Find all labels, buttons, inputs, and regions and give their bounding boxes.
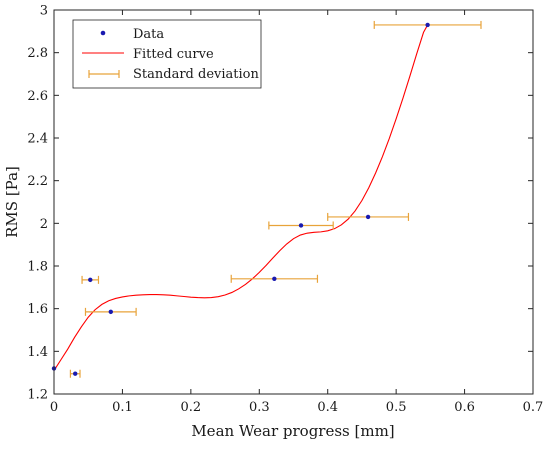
x-axis-title: Mean Wear progress [mm] [191,422,394,440]
y-tick-label: 3 [40,4,48,19]
legend: Data Fitted curve Standard deviation [72,19,262,89]
legend-std-label: Standard deviation [133,67,259,82]
x-tick-label: 0.2 [181,400,202,415]
x-tick-label: 0 [50,400,58,415]
x-axis-ticks: 0 0.1 0.2 0.3 0.4 0.5 0.6 0.7 [50,10,543,415]
data-point [73,371,78,376]
x-tick-label: 0.5 [386,400,407,415]
y-tick-label: 2.6 [27,89,48,104]
y-tick-label: 2 [40,217,48,232]
data-point [272,276,277,281]
fitted-curve-layer [53,24,429,371]
y-tick-label: 1.8 [27,260,48,275]
y-axis-ticks: 1.2 1.4 1.6 1.8 2 2.2 2.4 2.6 2.8 3 [27,4,533,403]
legend-data-label: Data [133,27,164,42]
data-point [298,223,304,228]
x-tick-label: 0.6 [454,400,475,415]
y-tick-label: 2.8 [27,46,48,61]
fitted-curve-line [53,24,429,371]
data-point [365,214,371,220]
y-tick-label: 1.6 [27,302,48,317]
legend-curve-label: Fitted curve [133,47,214,62]
data-points-layer [51,22,430,376]
legend-std-swatch [88,70,120,78]
x-tick-label: 0.7 [523,400,544,415]
plot-area-frame [53,9,534,395]
x-tick-label: 0.3 [249,400,270,415]
data-point [88,277,93,283]
y-tick-label: 2.4 [27,132,48,147]
x-tick-label: 0.4 [317,400,338,415]
y-tick-label: 2.2 [27,174,48,189]
y-tick-label: 1.4 [27,345,48,360]
y-axis-title: RMS [Pa] [3,166,21,238]
x-tick-label: 0.1 [112,400,133,415]
legend-data-marker [100,30,106,36]
data-point [425,22,430,28]
y-tick-label: 1.2 [27,388,48,403]
data-point [108,309,113,315]
